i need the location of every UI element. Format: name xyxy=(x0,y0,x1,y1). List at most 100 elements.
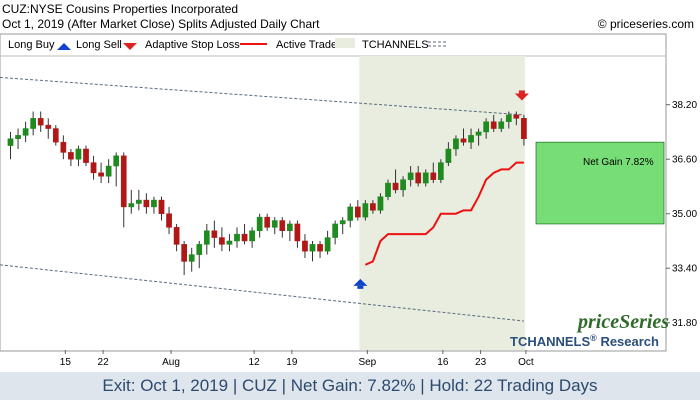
candle-body xyxy=(392,182,399,191)
candle xyxy=(45,118,52,139)
candle-body xyxy=(45,124,52,129)
candle-body xyxy=(430,172,437,180)
candle-body xyxy=(339,220,346,225)
stop-loss-line xyxy=(364,161,524,266)
candle-body xyxy=(75,148,82,160)
tchannel-upper-line xyxy=(0,76,524,116)
candle xyxy=(317,240,323,259)
candle-body xyxy=(52,128,59,143)
candle xyxy=(347,203,354,228)
candle-body xyxy=(136,199,142,204)
candle xyxy=(370,200,376,214)
candle xyxy=(339,217,346,235)
candle-body xyxy=(196,244,203,255)
candle xyxy=(483,118,489,139)
candle xyxy=(400,176,406,197)
candle-body xyxy=(317,244,323,252)
candle-body xyxy=(521,118,527,140)
candle xyxy=(68,148,74,167)
candle xyxy=(453,135,459,156)
tchannel-lower-line xyxy=(0,264,524,322)
candle-body xyxy=(377,196,384,211)
candle-body xyxy=(400,179,406,191)
x-tick-label: Aug xyxy=(162,357,180,368)
candle xyxy=(309,240,316,262)
x-tick-label: 12 xyxy=(249,357,261,368)
candle xyxy=(105,159,112,184)
candle xyxy=(60,135,67,160)
candle xyxy=(7,131,14,160)
candle xyxy=(302,234,308,259)
candle xyxy=(158,196,165,221)
candle xyxy=(505,111,512,129)
candle-body xyxy=(460,138,467,143)
candle-body xyxy=(347,206,354,221)
candle xyxy=(83,145,89,167)
candle-body xyxy=(83,148,89,163)
candle xyxy=(143,193,150,214)
x-tick-label: 19 xyxy=(286,357,298,368)
active-trade-swatch xyxy=(335,38,355,48)
candle-body xyxy=(90,162,97,174)
candle xyxy=(490,114,497,132)
candle xyxy=(438,159,444,184)
candle xyxy=(475,128,482,146)
candle xyxy=(407,166,414,187)
candle xyxy=(332,220,338,245)
x-tick-label: 23 xyxy=(475,357,487,368)
legend-tchannels: TCHANNELS xyxy=(362,39,429,51)
y-tick-label: 36.60 xyxy=(672,155,697,166)
long-buy-marker-stem xyxy=(357,285,364,289)
candle xyxy=(166,206,172,235)
y-axis: 31.80 33.40 35.00 36.60 38.20 xyxy=(666,100,697,329)
candle-body xyxy=(151,199,157,208)
y-tick-label: 35.00 xyxy=(672,209,697,220)
stop-loss xyxy=(364,161,524,266)
candle xyxy=(249,227,255,248)
brand-logo: priceSeries xyxy=(576,311,669,333)
candle-body xyxy=(483,121,489,133)
brand-research: TCHANNELS® Research xyxy=(510,333,659,349)
candle xyxy=(151,196,157,214)
x-axis: 15 22 Aug 12 19 Sep 16 23 Oct xyxy=(60,350,534,368)
candle-body xyxy=(264,216,271,228)
candle-body xyxy=(287,223,293,232)
candle xyxy=(256,213,263,238)
candle xyxy=(279,217,286,238)
legend-stop-loss: Adaptive Stop Loss xyxy=(145,39,240,51)
chart-subtitle: Oct 1, 2019 (After Market Close) Splits … xyxy=(2,17,320,31)
candle xyxy=(219,227,225,252)
candle-body xyxy=(407,172,414,180)
candle xyxy=(385,179,391,201)
candle xyxy=(90,155,97,180)
plot-frame xyxy=(0,33,667,352)
candle-body xyxy=(173,227,180,245)
candle-body xyxy=(294,223,301,242)
copyright: © priceseries.com xyxy=(597,17,694,31)
candle-body xyxy=(438,162,444,180)
candle-body xyxy=(143,199,150,208)
candle-body xyxy=(490,121,497,129)
x-tick-label: 15 xyxy=(60,357,72,368)
candle xyxy=(422,169,429,187)
tchannels xyxy=(0,76,524,322)
candle-body xyxy=(113,155,120,167)
candle-body xyxy=(68,152,74,160)
candle-body xyxy=(370,203,376,211)
candle xyxy=(37,111,44,132)
sell-arrow-icon xyxy=(123,43,137,50)
candle-body xyxy=(498,121,505,129)
gain-region xyxy=(535,141,665,225)
candle xyxy=(211,220,218,248)
legend-active-trade: Active Trade xyxy=(276,39,337,51)
candle-body xyxy=(120,155,127,208)
candle xyxy=(521,114,527,146)
legend-long-sell: Long Sell xyxy=(76,39,122,51)
candle-body xyxy=(181,244,188,262)
candle-body xyxy=(30,118,36,129)
y-tick-label: 38.20 xyxy=(672,100,697,111)
x-tick-label: 22 xyxy=(98,357,110,368)
candle-body xyxy=(309,244,316,252)
candle-body xyxy=(324,237,331,252)
candle-body xyxy=(475,131,482,136)
